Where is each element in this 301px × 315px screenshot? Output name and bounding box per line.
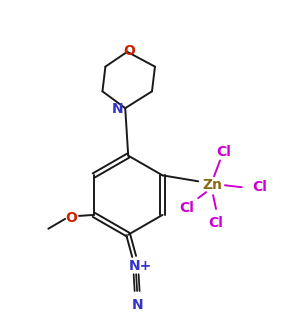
Text: Cl: Cl [179, 201, 194, 215]
Text: O: O [65, 211, 77, 225]
Text: Cl: Cl [209, 216, 223, 230]
Text: Zn: Zn [202, 178, 222, 192]
Text: O: O [123, 44, 135, 58]
Text: Cl: Cl [252, 180, 267, 194]
Text: N: N [131, 298, 143, 312]
Text: N+: N+ [129, 259, 152, 273]
Text: N: N [111, 102, 123, 116]
Text: Cl: Cl [216, 145, 231, 159]
